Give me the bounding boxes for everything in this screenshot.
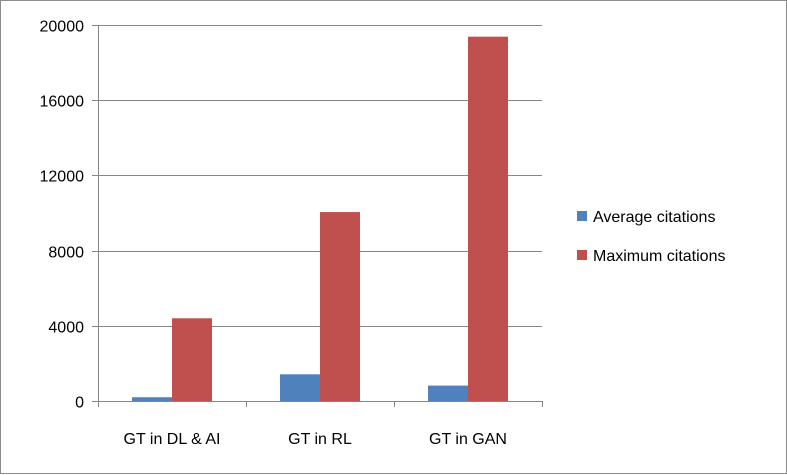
legend: Average citations Maximum citations — [577, 209, 725, 265]
x-tick-label: GT in RL — [288, 431, 352, 448]
y-tick-label: 0 — [75, 395, 84, 412]
y-axis-ticks: 0 4000 8000 12000 16000 20000 — [40, 19, 98, 412]
bars — [132, 36, 508, 401]
x-tick-label: GT in DL & AI — [124, 431, 221, 448]
legend-label: Maximum citations — [593, 248, 725, 265]
legend-swatch — [577, 211, 587, 221]
bar — [320, 212, 360, 401]
bar — [280, 374, 320, 401]
y-tick-label: 4000 — [48, 320, 84, 337]
legend-label: Average citations — [593, 209, 715, 226]
y-tick-label: 16000 — [40, 94, 85, 111]
bar — [132, 397, 172, 401]
bar — [468, 36, 508, 401]
bar — [428, 385, 468, 401]
legend-swatch — [577, 250, 587, 260]
bar — [172, 318, 212, 401]
y-tick-label: 8000 — [48, 245, 84, 262]
axes — [98, 25, 543, 407]
x-axis-labels: GT in DL & AI GT in RL GT in GAN — [124, 431, 507, 448]
y-tick-label: 12000 — [40, 169, 85, 186]
y-tick-label: 20000 — [40, 19, 85, 36]
x-tick-label: GT in GAN — [429, 431, 507, 448]
